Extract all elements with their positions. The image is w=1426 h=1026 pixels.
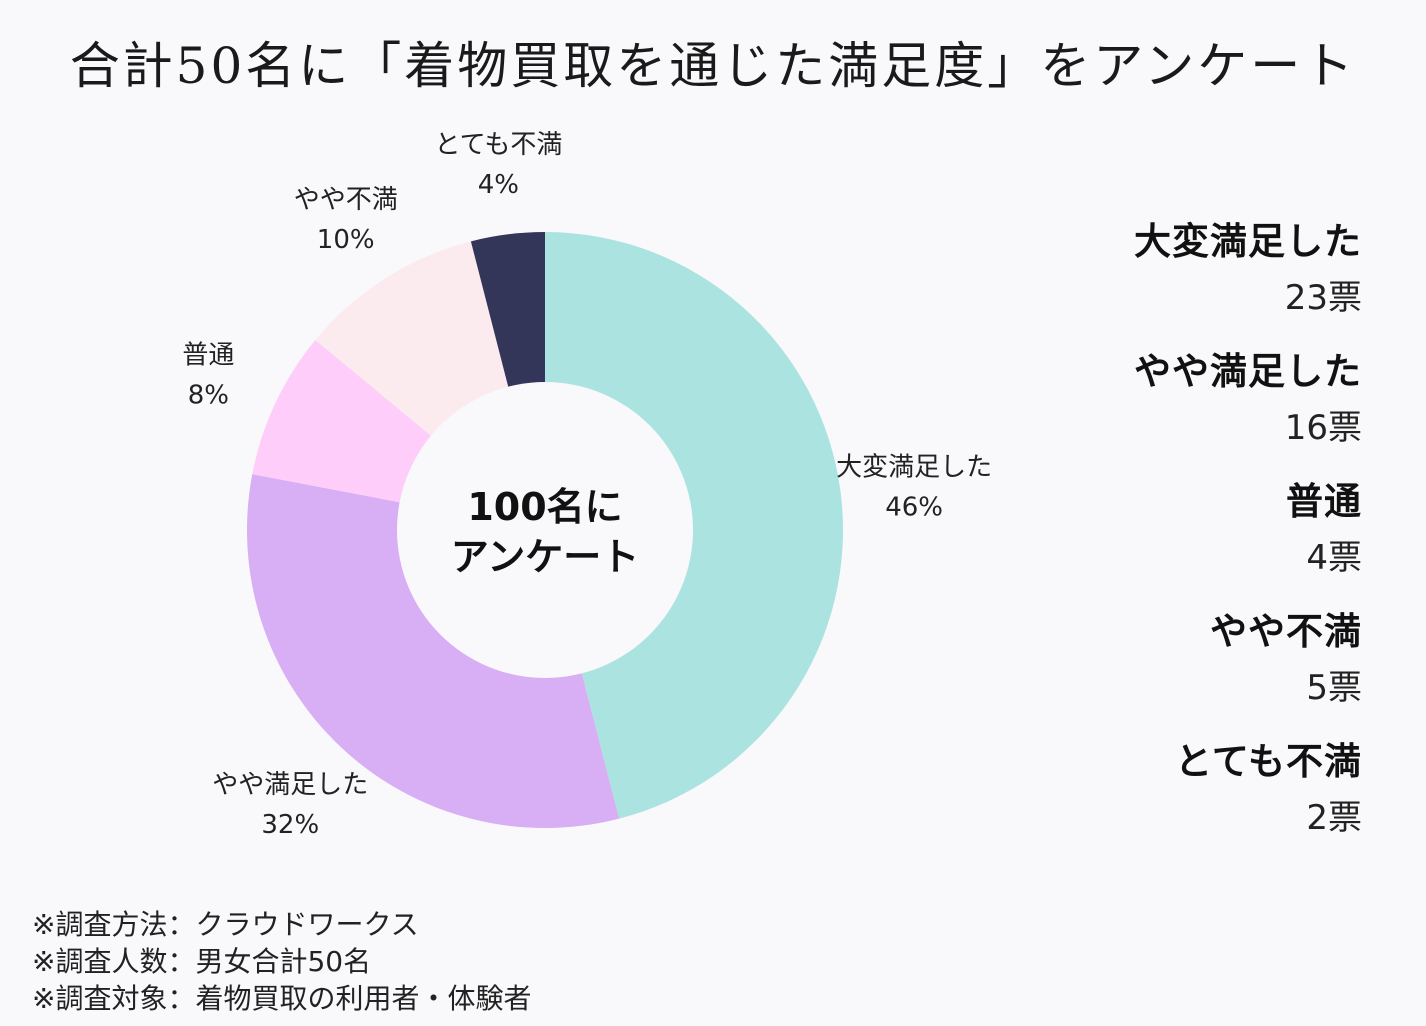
legend-count: 5票	[1306, 668, 1362, 708]
vote-legend: 大変満足した 23票 やや満足した 16票 普通 4票 やや不満 5票 とても不…	[1002, 218, 1362, 868]
chart-title: 合計50名に「着物買取を通じた満足度」をアンケート	[69, 37, 1357, 95]
legend-item: 普通 4票	[1002, 478, 1362, 608]
slice-percent-label: 10%	[317, 225, 375, 255]
center-label-line-1: 100名に	[467, 485, 622, 529]
legend-item: 大変満足した 23票	[1002, 218, 1362, 348]
slice-percent-label: 4%	[478, 170, 519, 200]
survey-method-note: ※調査方法：クラウドワークス	[32, 908, 419, 941]
survey-notes: ※調査方法：クラウドワークス ※調査人数：男女合計50名 ※調査対象：着物買取の…	[32, 906, 531, 1017]
slice-category-label: 大変満足した	[836, 452, 992, 482]
legend-name: とても不満	[1174, 740, 1362, 783]
slice-percent-label: 32%	[261, 810, 319, 840]
slice-category-label: やや不満	[294, 185, 398, 215]
donut-hole	[397, 382, 693, 678]
legend-item: とても不満 2票	[1002, 738, 1362, 868]
slice-percent-label: 8%	[188, 381, 229, 411]
legend-count: 23票	[1284, 278, 1362, 318]
slice-percent-label: 46%	[885, 492, 943, 522]
center-label-line-2: アンケート	[451, 535, 639, 579]
survey-target-note: ※調査対象：着物買取の利用者・体験者	[32, 982, 532, 1015]
legend-count: 2票	[1306, 798, 1362, 838]
legend-item: やや満足した 16票	[1002, 348, 1362, 478]
slice-category-label: 普通	[182, 341, 234, 371]
legend-name: やや満足した	[1134, 350, 1362, 393]
legend-item: やや不満 5票	[1002, 608, 1362, 738]
legend-count: 16票	[1284, 408, 1362, 448]
slice-category-label: やや満足した	[212, 770, 368, 800]
legend-name: 大変満足した	[1134, 220, 1362, 263]
survey-size-note: ※調査人数：男女合計50名	[32, 945, 372, 978]
slice-category-label: とても不満	[434, 130, 562, 160]
legend-count: 4票	[1306, 538, 1362, 578]
legend-name: 普通	[1286, 480, 1362, 523]
legend-name: やや不満	[1210, 610, 1362, 653]
pie-slice	[545, 231, 844, 819]
